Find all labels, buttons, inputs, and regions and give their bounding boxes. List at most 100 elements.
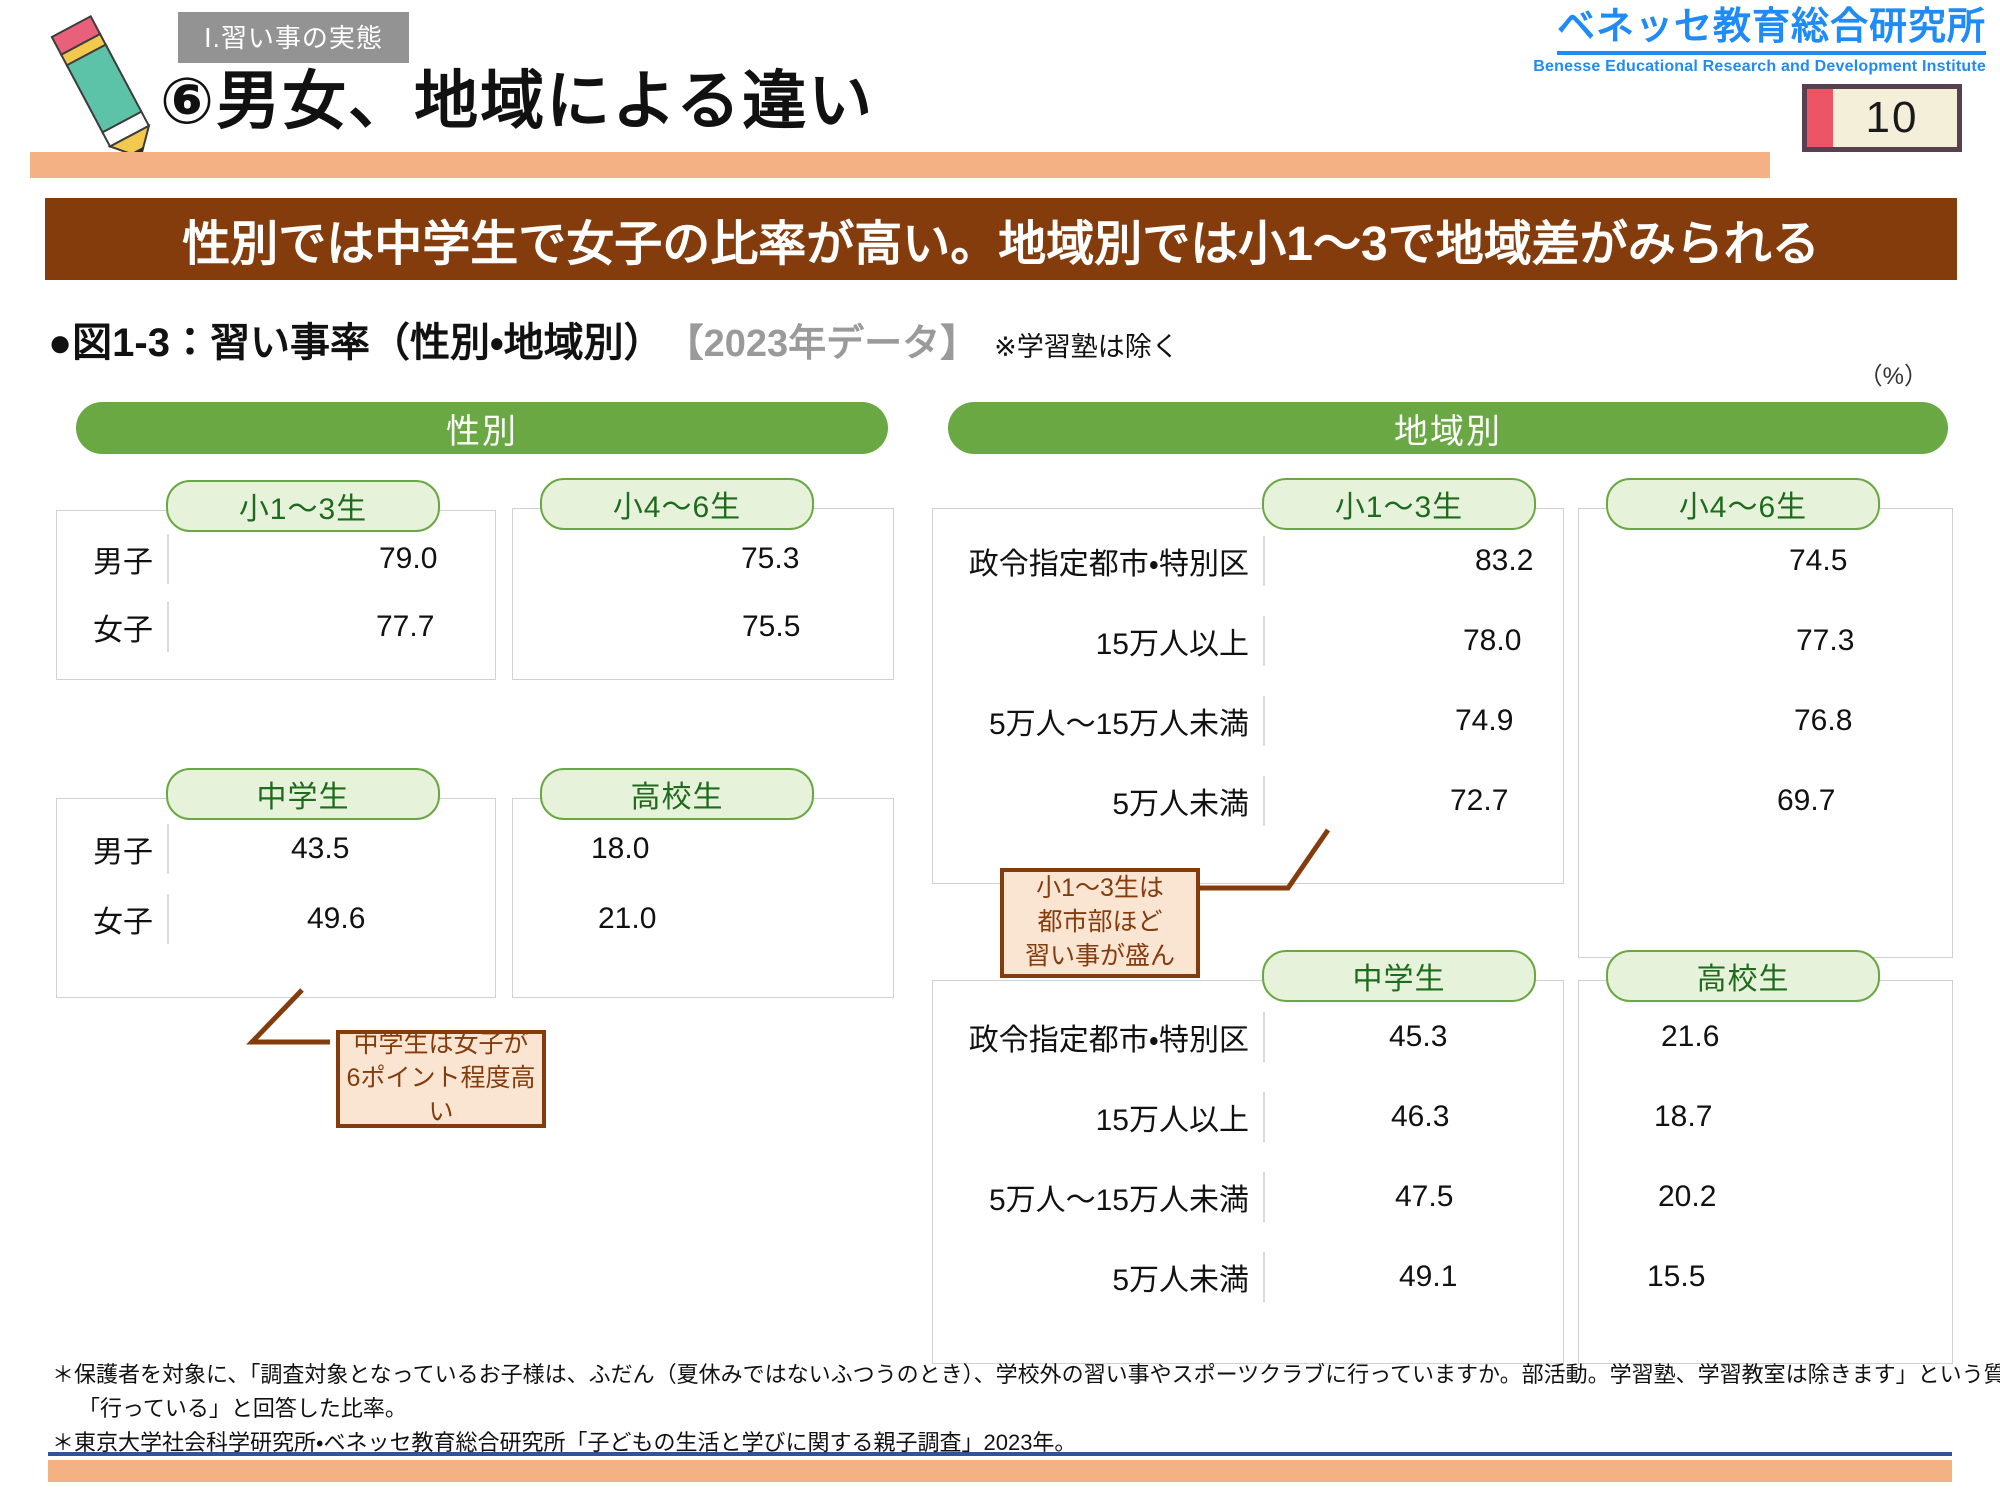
bar-row: 男子 79.0 [57,531,495,587]
chart-area-region-r3: 政令指定都市・特別区 45.3 15万人以上 46.3 5万人～15万人未満 [932,980,1564,1364]
chart-panel-region-r1: 小1～3生 政令指定都市・特別区 83.2 15万人以上 78.0 [932,478,1564,884]
bar-value-label: 49.6 [307,902,366,935]
bar-row: 20.2 [1579,1169,1952,1225]
bar-category-label: 15万人以上 [1095,1104,1249,1137]
bar-row: 15万人以上 46.3 [933,1089,1563,1145]
panel-label-region-r1: 小1～3生 [1262,478,1536,530]
chart-panel-region-r4: 高校生 21.6 18.7 20.2 [1578,950,1953,1364]
page-number: 10 [1865,93,1919,142]
figure-title: ●図1-3：習い事率（性別・地域別） 【2023年データ】 ※学習塾は除く [48,310,1179,368]
bar-row: 75.5 [513,599,893,655]
panel-label-region-r3-text: 中学生 [1352,963,1446,996]
chart-area-region-r1: 政令指定都市・特別区 83.2 15万人以上 78.0 5万人～15万人未満 [932,508,1564,884]
bar-value-label: 77.3 [1796,624,1855,657]
bar-value-label: 46.3 [1391,1100,1450,1133]
bar-row: 77.3 [1579,613,1952,669]
bar-value-label: 78.0 [1463,624,1522,657]
bar-row: 69.7 [1579,773,1952,829]
chart-panel-region-r2: 小4～6生 74.5 77.3 76. [1578,478,1953,958]
section-banner-gender-label: 性別 [446,412,518,451]
bar-row: 男子 43.5 [57,821,495,877]
bar-row: 15万人以上 78.0 [933,613,1563,669]
bar-baseline [1263,696,1265,746]
bar-row: 女子 77.7 [57,599,495,655]
panel-label-gender-g1-text: 小1～3生 [238,493,368,526]
page-badge-accent-bar [1807,89,1833,147]
footer-divider [48,1452,1952,1456]
bar-row: 5万人～15万人未満 47.5 [933,1169,1563,1225]
section-banner-gender: 性別 [76,402,888,454]
bar-category-label: 政令指定都市・特別区 [968,548,1249,581]
bar-baseline [167,534,169,584]
bar-row: 5万人未満 72.7 [933,773,1563,829]
chart-area-gender-g2: 75.3 75.5 [512,508,894,680]
bar-row: 政令指定都市・特別区 45.3 [933,1009,1563,1065]
pencil-icon [50,14,151,159]
bar-value-label: 74.9 [1455,704,1514,737]
bar-row: 75.3 [513,531,893,587]
chart-area-region-r2: 74.5 77.3 76.8 [1578,508,1953,958]
section-banner-region: 地域別 [948,402,1948,454]
panel-label-gender-g4-text: 高校生 [630,781,724,814]
logo-english-text: Benesse Educational Research and Develop… [1533,57,1986,75]
bar-value-label: 75.3 [741,542,800,575]
headline-banner: 性別では中学生で女子の比率が高い。地域別では小1～3で地域差がみられる [45,198,1957,280]
bar-row: 21.0 [513,891,893,947]
bar-value-label: 47.5 [1395,1180,1454,1213]
bar-baseline [167,894,169,944]
footer-bar [48,1460,1952,1482]
chart-panel-gender-g4: 高校生 18.0 21.0 [512,768,894,998]
bar-value-label: 72.7 [1450,784,1509,817]
bar-category-label: 5万人未満 [1112,1264,1249,1297]
bar-baseline [1263,1172,1265,1222]
chart-area-gender-g4: 18.0 21.0 [512,798,894,998]
bar-row: 15.5 [1579,1249,1952,1305]
footnote-line-3: ＊東京大学社会科学研究所・ベネッセ教育総合研究所「子どもの生活と学びに関する親子… [52,1430,1077,1456]
headline-text: 性別では中学生で女子の比率が高い。地域別では小1～3で地域差がみられる [182,218,1820,271]
panel-label-gender-g3: 中学生 [166,768,440,820]
callout-leader-gender [246,988,330,1045]
header-orange-rule [30,152,1770,178]
logo-japanese-text: ベネッセ教育総合研究所 [1556,6,1986,55]
callout-region: 小1～3生は 都市部ほど 習い事が盛ん [1000,868,1200,978]
bar-category-label: 5万人～15万人未満 [988,1184,1249,1217]
bar-category-label: 男子 [93,836,153,869]
panel-label-region-r4-text: 高校生 [1696,963,1790,996]
bar-value-label: 18.0 [591,832,650,865]
callout-leader-region [1190,828,1331,891]
section-tag: Ⅰ.習い事の実態 [178,12,409,63]
unit-label: （%） [1858,363,1928,390]
bar-value-label: 76.8 [1794,704,1853,737]
bar-category-label: 15万人以上 [1095,628,1249,661]
bar-baseline [1263,1092,1265,1142]
bar-value-label: 77.7 [376,610,435,643]
panel-label-region-r1-text: 小1～3生 [1334,491,1464,524]
footnotes: ＊保護者を対象に、「調査対象となっているお子様は、ふだん（夏休みではないふつうの… [52,1358,2000,1460]
bar-value-label: 79.0 [379,542,438,575]
bar-row: 政令指定都市・特別区 83.2 [933,533,1563,589]
panel-label-gender-g2-text: 小4～6生 [612,491,742,524]
section-banner-region-label: 地域別 [1394,412,1502,451]
bar-value-label: 69.7 [1777,784,1836,817]
bar-row: 18.7 [1579,1089,1952,1145]
bar-category-label: 政令指定都市・特別区 [968,1024,1249,1057]
bar-value-label: 83.2 [1475,544,1534,577]
bar-value-label: 49.1 [1399,1260,1458,1293]
bar-value-label: 18.7 [1654,1100,1713,1133]
bar-category-label: 女子 [93,614,153,647]
bar-row: 5万人未満 49.1 [933,1249,1563,1305]
bar-value-label: 45.3 [1389,1020,1448,1053]
bar-row: 21.6 [1579,1009,1952,1065]
figure-title-main: ●図1-3：習い事率（性別・地域別） [48,321,664,365]
panel-label-region-r2-text: 小4～6生 [1678,491,1808,524]
bar-value-label: 75.5 [742,610,801,643]
chart-panel-gender-g2: 小4～6生 75.3 75.5 [512,478,894,680]
callout-gender: 中学生は女子が 6ポイント程度高い [336,1030,546,1128]
panel-label-region-r2: 小4～6生 [1606,478,1880,530]
chart-panel-region-r3: 中学生 政令指定都市・特別区 45.3 15万人以上 46.3 [932,950,1564,1364]
bar-row: 女子 49.6 [57,891,495,947]
bar-baseline [167,824,169,874]
bar-baseline [167,602,169,652]
bar-row: 76.8 [1579,693,1952,749]
panel-label-gender-g4: 高校生 [540,768,814,820]
